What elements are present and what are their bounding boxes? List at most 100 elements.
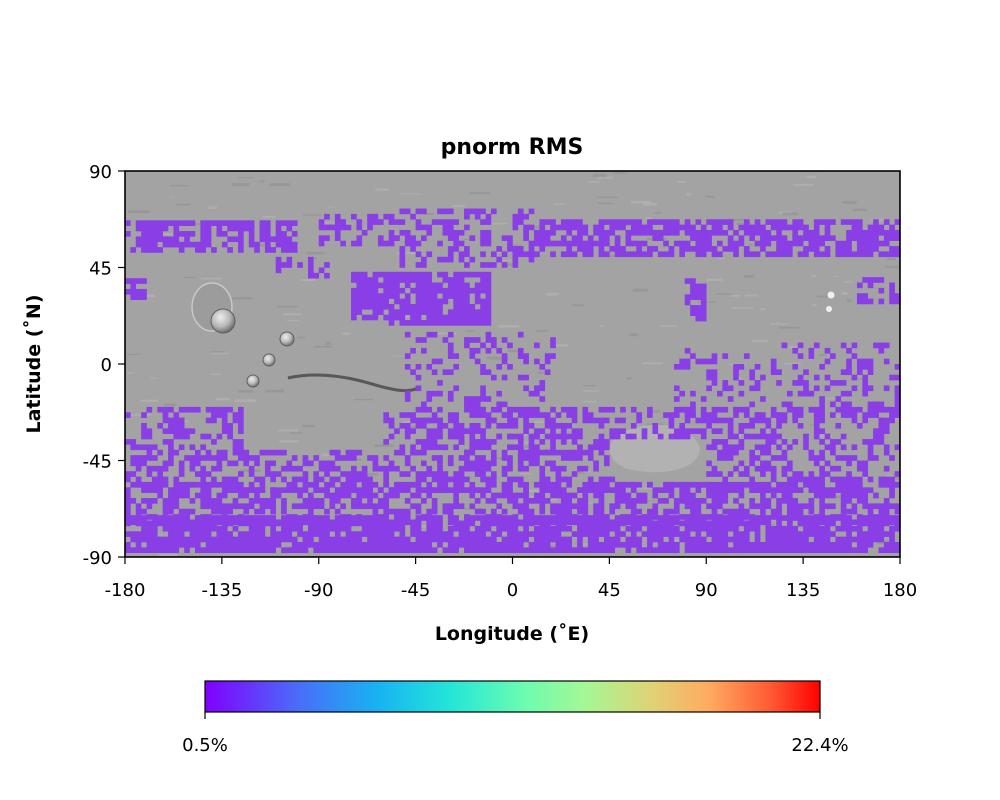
data-cell	[544, 240, 551, 247]
data-cell	[862, 240, 869, 247]
data-cell	[415, 439, 422, 445]
data-cell	[194, 406, 201, 413]
data-cell	[539, 487, 546, 493]
data-cell	[431, 433, 438, 440]
data-cell	[797, 520, 804, 527]
data-cell	[264, 471, 271, 477]
data-cell	[830, 465, 836, 472]
data-cell	[517, 374, 524, 381]
relief-streak	[660, 325, 678, 327]
data-cell	[437, 422, 443, 429]
data-cell	[700, 396, 707, 402]
data-cell	[754, 364, 761, 370]
data-cell	[200, 247, 207, 253]
data-cell	[652, 531, 659, 537]
data-cell	[216, 492, 223, 499]
data-cell	[625, 547, 632, 554]
data-cell	[270, 531, 276, 537]
data-cell	[426, 229, 433, 236]
data-cell	[555, 433, 562, 440]
data-cell	[377, 271, 384, 278]
data-cell	[706, 531, 712, 537]
data-cell	[577, 465, 583, 472]
data-cell	[706, 520, 712, 527]
data-cell	[490, 208, 497, 215]
data-cell	[846, 520, 852, 527]
data-cell	[431, 287, 438, 294]
data-cell	[679, 358, 686, 365]
data-cell	[394, 277, 400, 283]
data-cell	[603, 476, 610, 483]
relief-streak	[327, 206, 335, 208]
data-cell	[437, 380, 443, 386]
relief-streak	[817, 295, 830, 298]
data-cell	[711, 515, 718, 521]
data-cell	[469, 444, 476, 451]
data-cell	[781, 465, 788, 472]
data-cell	[447, 428, 454, 434]
data-cell	[528, 449, 535, 456]
data-cell	[738, 380, 745, 386]
data-cell	[426, 251, 433, 258]
data-cell	[846, 547, 852, 554]
data-cell	[641, 428, 648, 434]
data-cell	[749, 385, 755, 392]
data-cell	[227, 520, 233, 527]
data-cell	[480, 520, 486, 527]
data-cell	[485, 439, 492, 445]
data-cell	[690, 401, 696, 408]
data-cell	[883, 476, 890, 483]
data-cell	[840, 525, 847, 532]
data-cell	[211, 536, 217, 543]
data-cell	[781, 525, 788, 532]
data-cell	[679, 422, 686, 429]
data-cell	[873, 412, 879, 418]
relief-streak	[788, 346, 804, 349]
data-cell	[485, 303, 492, 310]
data-cell	[318, 541, 325, 548]
data-cell	[840, 487, 847, 493]
data-cell	[571, 519, 578, 526]
data-cell	[867, 385, 874, 392]
data-cell	[507, 433, 513, 440]
data-cell	[582, 412, 589, 418]
data-cell	[421, 320, 427, 326]
relief-streak	[342, 332, 351, 335]
data-cell	[232, 547, 239, 554]
data-cell	[620, 481, 626, 488]
data-cell	[695, 315, 702, 322]
data-cell	[894, 444, 900, 451]
data-cell	[544, 498, 551, 504]
relief-streak	[846, 299, 852, 302]
data-cell	[388, 309, 395, 315]
data-cell	[889, 541, 895, 548]
data-cell	[447, 487, 454, 493]
data-cell	[200, 236, 207, 243]
data-cell	[361, 465, 368, 472]
data-cell	[458, 240, 465, 247]
data-cell	[582, 520, 589, 527]
data-cell	[722, 547, 729, 554]
data-cell	[130, 294, 137, 300]
data-cell	[544, 525, 551, 532]
data-cell	[216, 541, 223, 548]
data-cell	[577, 498, 583, 504]
data-cell	[560, 503, 567, 510]
data-cell	[286, 481, 293, 488]
data-cell	[717, 492, 723, 499]
data-cell	[593, 465, 599, 472]
data-cell	[377, 293, 384, 299]
relief-streak	[537, 371, 550, 374]
data-cell	[733, 525, 739, 532]
data-cell	[609, 433, 616, 440]
data-cell	[361, 282, 368, 289]
data-cell	[851, 406, 858, 413]
data-cell	[657, 229, 664, 236]
data-cell	[813, 476, 820, 483]
data-cell	[620, 541, 626, 548]
data-cell	[727, 471, 734, 477]
data-cell	[173, 476, 180, 483]
data-cell	[625, 219, 632, 225]
data-cell	[318, 235, 325, 241]
data-cell	[867, 251, 874, 258]
